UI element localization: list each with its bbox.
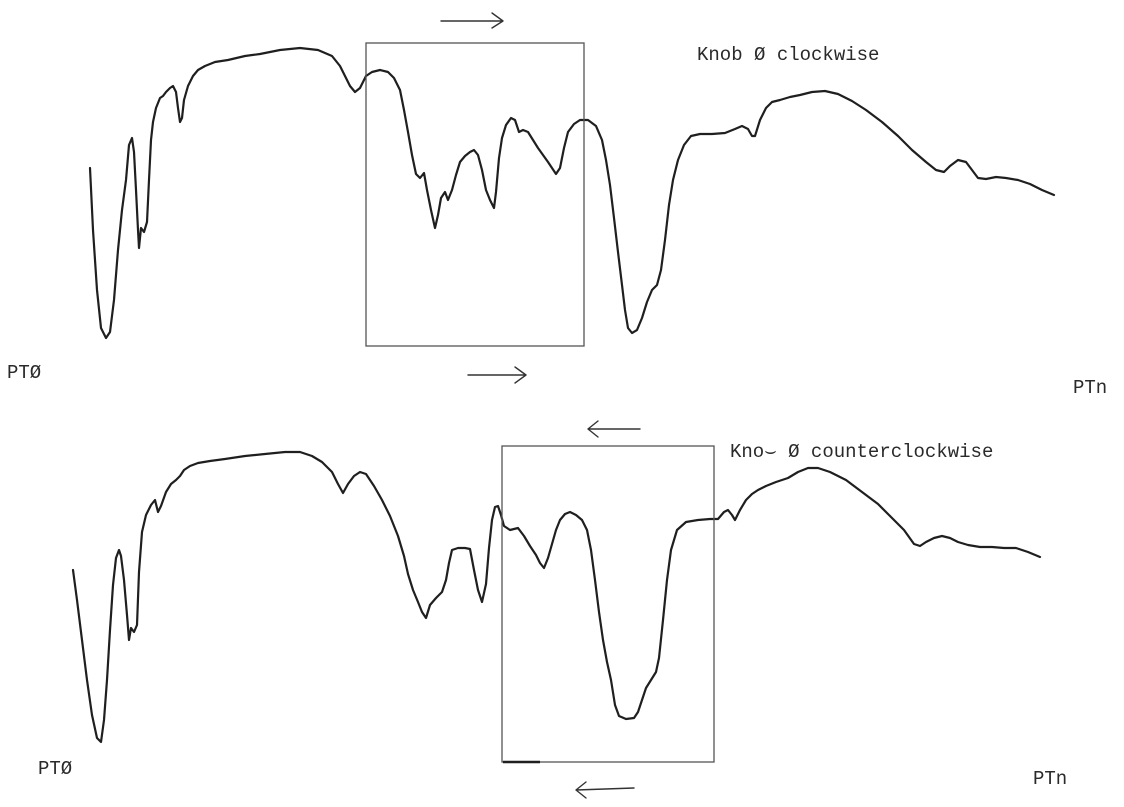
top-arrow-lower bbox=[467, 366, 527, 384]
top-start-label: PTØ bbox=[7, 362, 42, 384]
top-highlight-box bbox=[365, 42, 585, 347]
bottom-start-label: PTØ bbox=[38, 758, 73, 780]
top-arrow-upper bbox=[440, 12, 504, 29]
top-spectrum-trace bbox=[88, 46, 1056, 340]
bottom-caption: Kno⌣ Ø counterclockwise bbox=[730, 441, 994, 463]
bottom-panel bbox=[71, 420, 1042, 799]
bottom-spectrum-trace bbox=[71, 450, 1042, 744]
bottom-end-label: PTn bbox=[1033, 768, 1068, 790]
top-panel bbox=[88, 12, 1056, 384]
bottom-highlight-box bbox=[501, 445, 715, 763]
top-end-label: PTn bbox=[1073, 377, 1108, 399]
bottom-arrow-upper bbox=[587, 420, 641, 438]
bottom-arrow-lower bbox=[575, 781, 635, 799]
top-caption: Knob Ø clockwise bbox=[697, 44, 880, 66]
